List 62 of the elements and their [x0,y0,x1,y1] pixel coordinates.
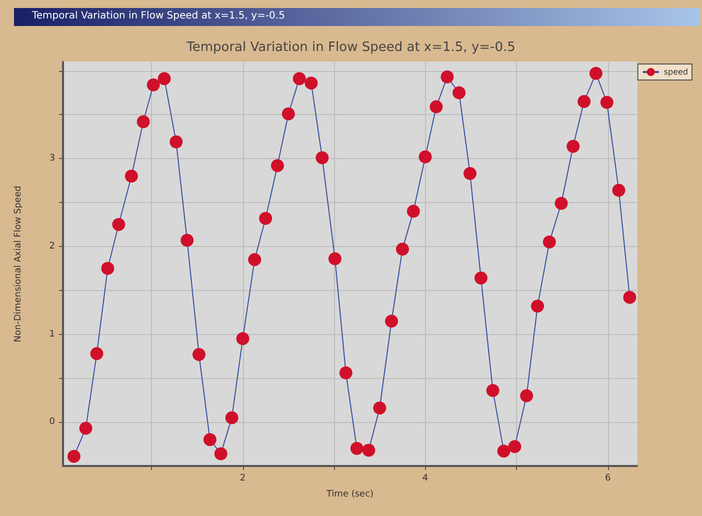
point [136,115,150,128]
point [79,422,92,435]
point [270,159,284,172]
point [508,440,522,454]
point [566,140,580,153]
text: Temporal Variation in Flow Speed at x=1.5, y=-0.5 [31,10,285,22]
point [406,204,420,218]
point [600,96,614,109]
point [101,262,114,275]
x-tick-label: 2 [240,474,246,484]
point [396,242,409,256]
point [292,72,306,86]
point [542,236,556,249]
point [316,151,329,164]
legend-label: speed [664,68,688,76]
point [170,135,183,148]
x-axis-title: Time (sec) [325,490,374,500]
point [259,212,272,225]
point [203,433,216,446]
point [418,150,432,164]
y-tick-label: 0 [49,417,56,428]
point [282,107,295,120]
point [554,196,568,210]
point [350,442,364,455]
y-tick-label: 2 [49,241,55,252]
point [452,86,466,100]
point [623,290,636,304]
point [385,314,398,328]
point [90,347,104,360]
point [362,444,376,457]
point [192,348,206,361]
point [236,332,250,346]
point [214,447,228,460]
point [67,450,80,463]
point [328,252,342,266]
point [464,167,476,180]
point [589,66,602,80]
y-tick-label: 3 [49,154,55,164]
point [531,300,544,313]
point [112,218,126,231]
point [474,272,488,285]
point [158,72,171,86]
x-tick-label: 4 [422,474,428,484]
point [486,384,500,397]
point [578,95,591,108]
y-tick-label: 1 [49,329,55,340]
point [612,184,626,197]
point [430,100,443,114]
point [146,78,160,92]
point [225,411,238,424]
point [124,170,138,183]
x-tick-label: 6 [604,474,611,484]
point [497,444,510,458]
point [520,389,534,402]
point [180,234,194,247]
point [373,402,386,415]
point [248,253,262,266]
point [440,70,454,84]
point [339,366,352,380]
y-axis-title: Non-Dimensional Axial Flow Speed [14,186,24,342]
point [304,76,318,90]
chart-title: Temporal Variation in Flow Speed at x=1.5, y=-0.5 [186,40,516,55]
